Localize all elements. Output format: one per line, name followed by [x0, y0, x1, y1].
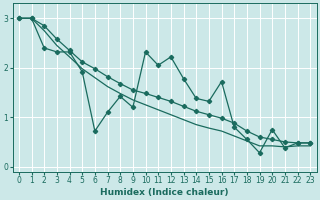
X-axis label: Humidex (Indice chaleur): Humidex (Indice chaleur)	[100, 188, 229, 197]
